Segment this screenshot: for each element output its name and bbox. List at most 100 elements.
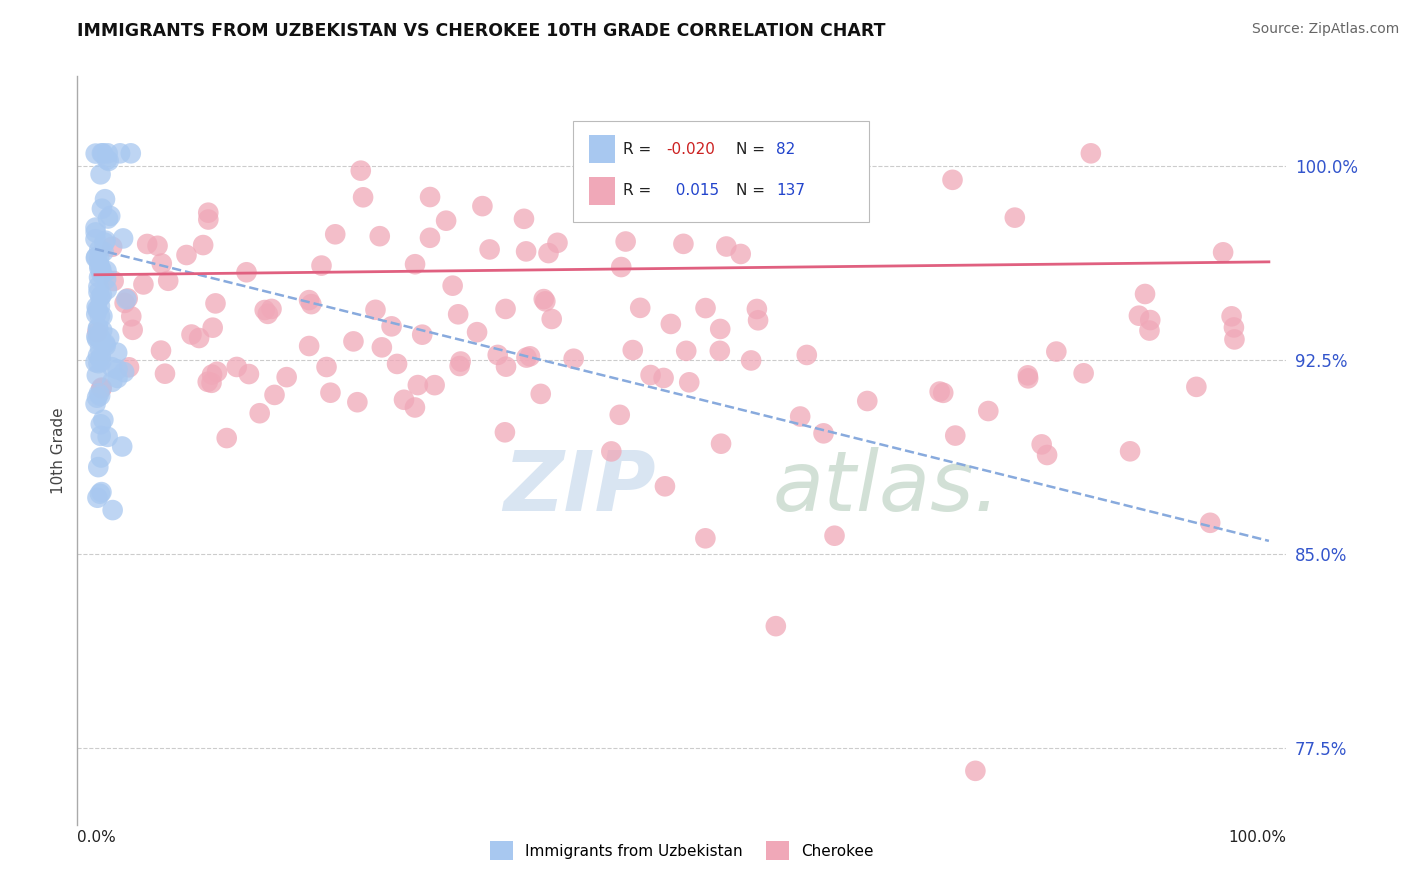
Point bbox=[352, 190, 374, 204]
Text: N =: N = bbox=[737, 142, 765, 157]
Point bbox=[600, 444, 623, 458]
Point bbox=[204, 296, 226, 310]
Point bbox=[101, 503, 124, 517]
Text: N =: N = bbox=[737, 183, 765, 198]
Point bbox=[530, 387, 553, 401]
Point bbox=[86, 326, 108, 340]
Point bbox=[103, 274, 125, 288]
Point bbox=[90, 262, 112, 277]
Point bbox=[90, 262, 112, 277]
Point bbox=[1004, 211, 1026, 225]
Point bbox=[610, 260, 633, 274]
Point bbox=[1199, 516, 1222, 530]
Point bbox=[364, 302, 387, 317]
Bar bbox=[589, 177, 616, 205]
Point bbox=[90, 417, 112, 432]
Point bbox=[928, 384, 950, 399]
Point bbox=[447, 307, 470, 321]
Point bbox=[205, 365, 228, 379]
Point bbox=[465, 325, 488, 339]
Point bbox=[117, 292, 139, 306]
Point bbox=[157, 274, 180, 288]
Point bbox=[537, 246, 560, 260]
Point bbox=[89, 260, 111, 275]
Point bbox=[716, 239, 738, 253]
Point bbox=[449, 359, 471, 373]
Point bbox=[153, 367, 176, 381]
Point bbox=[86, 368, 108, 383]
Point bbox=[441, 278, 464, 293]
Point bbox=[740, 353, 762, 368]
Point bbox=[197, 212, 219, 227]
Point bbox=[84, 251, 107, 265]
Point bbox=[90, 485, 112, 500]
Point bbox=[146, 239, 169, 253]
Point bbox=[115, 292, 138, 306]
Point bbox=[96, 153, 118, 167]
Point bbox=[856, 394, 879, 409]
Point bbox=[112, 365, 135, 379]
Point bbox=[745, 301, 768, 316]
Point bbox=[1073, 366, 1095, 380]
Point bbox=[90, 380, 112, 394]
Point bbox=[87, 279, 110, 293]
Point bbox=[121, 323, 143, 337]
Point bbox=[1036, 448, 1059, 462]
Point bbox=[97, 430, 120, 444]
Point bbox=[101, 240, 124, 254]
Point bbox=[323, 227, 346, 242]
Point bbox=[89, 342, 111, 356]
Point bbox=[87, 270, 110, 285]
Point bbox=[419, 190, 441, 204]
Text: -0.020: -0.020 bbox=[666, 142, 716, 157]
Point bbox=[101, 375, 124, 389]
Point bbox=[89, 389, 111, 403]
Point bbox=[107, 362, 129, 376]
Point bbox=[197, 205, 219, 219]
Point bbox=[628, 301, 651, 315]
Point bbox=[411, 327, 433, 342]
Point bbox=[392, 392, 415, 407]
Point bbox=[150, 343, 173, 358]
Point bbox=[118, 360, 141, 375]
Point bbox=[201, 320, 224, 334]
Point bbox=[796, 348, 818, 362]
Point bbox=[215, 431, 238, 445]
Point bbox=[513, 211, 536, 226]
Point bbox=[150, 256, 173, 270]
Point bbox=[434, 213, 457, 227]
Point bbox=[90, 429, 112, 443]
Point bbox=[319, 385, 342, 400]
Point bbox=[1139, 324, 1161, 338]
Point bbox=[89, 259, 111, 273]
Point bbox=[730, 247, 752, 261]
Point bbox=[709, 322, 731, 336]
Point bbox=[97, 146, 120, 161]
Point bbox=[87, 349, 110, 363]
Point bbox=[94, 339, 117, 353]
Point bbox=[84, 220, 107, 235]
Point bbox=[97, 211, 120, 226]
Point bbox=[495, 301, 517, 316]
Point bbox=[90, 288, 112, 302]
Point bbox=[176, 248, 198, 262]
Point bbox=[91, 146, 114, 161]
Point bbox=[350, 163, 373, 178]
Y-axis label: 10th Grade: 10th Grade bbox=[51, 407, 66, 494]
Text: 0.015: 0.015 bbox=[666, 183, 720, 198]
Point bbox=[96, 282, 118, 296]
Point bbox=[404, 257, 426, 271]
Point bbox=[120, 146, 142, 161]
Point bbox=[298, 293, 321, 307]
Point bbox=[1031, 437, 1053, 451]
Point bbox=[621, 343, 644, 357]
Point bbox=[977, 404, 1000, 418]
Point bbox=[346, 395, 368, 409]
Point bbox=[86, 300, 108, 314]
Point bbox=[112, 231, 135, 245]
Point bbox=[368, 229, 391, 244]
Point bbox=[311, 259, 333, 273]
Point bbox=[200, 376, 222, 390]
Point bbox=[86, 329, 108, 343]
Text: R =: R = bbox=[623, 142, 651, 157]
